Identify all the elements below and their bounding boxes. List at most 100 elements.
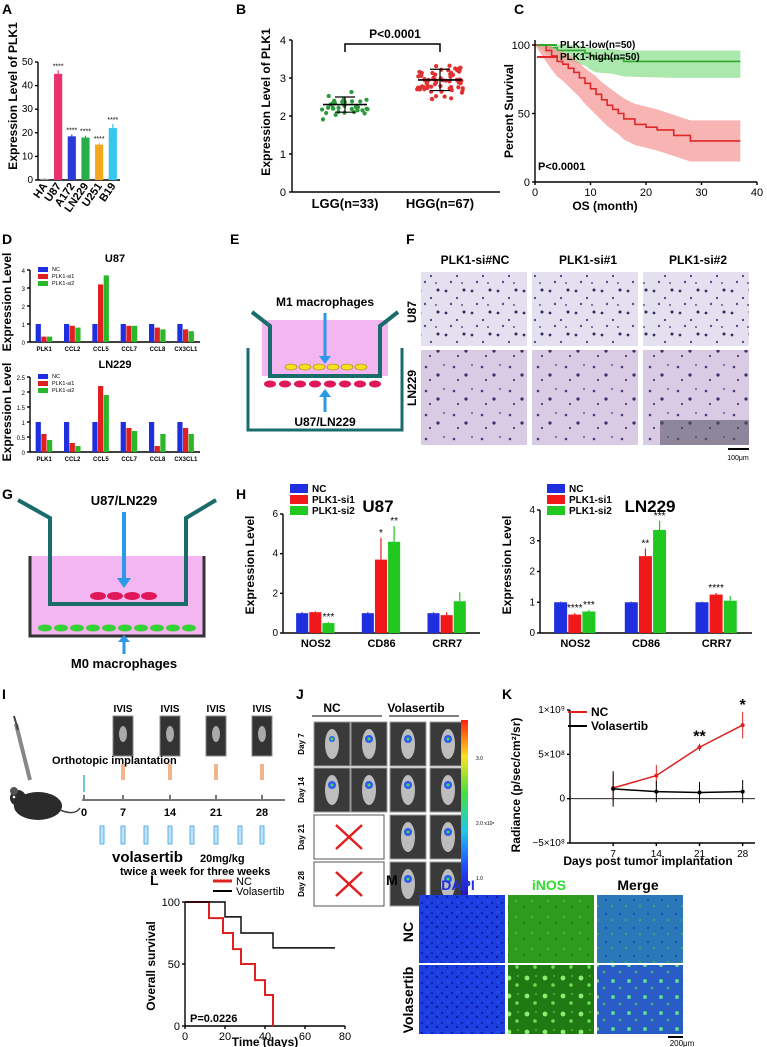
bar (160, 434, 166, 452)
ivis-signal-core (446, 737, 450, 741)
panel-f-row-1: U87 (405, 301, 419, 323)
survival-line (185, 901, 335, 949)
x-tick-label: CCL5 (93, 347, 109, 353)
data-point (365, 107, 370, 112)
data-point (433, 94, 439, 99)
ivis-signal-core (406, 783, 410, 787)
panel-e-top-label: M1 macrophages (276, 295, 374, 309)
bar (120, 324, 126, 342)
y-tick-label: 1 (22, 421, 26, 427)
panel-m-scale-label: 200μm (670, 1039, 695, 1047)
timeline-label: 0 (81, 807, 87, 819)
legend-swatch (547, 506, 565, 515)
panel-j-scale-tick-2: 2.0 x10⁸ (476, 821, 495, 827)
panel-f-micrograph-grid (421, 272, 749, 445)
legend-label: PLK1-si2 (52, 281, 74, 287)
bar (188, 331, 194, 342)
panel-letter-j: J (296, 686, 304, 702)
legend-label: PLK1-si1 (52, 381, 74, 387)
panel-c-legend-low: PLK1-low(n=50) (560, 40, 635, 51)
y-tick-label: 4 (22, 269, 26, 275)
x-tick-label: 21 (694, 849, 706, 860)
confidence-band (535, 45, 741, 162)
y-tick-label: 4 (272, 549, 278, 560)
panel-j-colorbar (461, 720, 468, 904)
ivis-mouse (401, 869, 415, 899)
bar (47, 336, 53, 342)
ivis-mouse (325, 729, 339, 759)
bar (92, 422, 98, 452)
bar (103, 395, 109, 452)
legend-swatch (290, 484, 308, 493)
y-tick-label: 1×10⁹ (538, 705, 565, 716)
row-label: Day 14 (297, 777, 306, 803)
data-point (353, 104, 359, 110)
x-tick-label: 10 (584, 187, 596, 199)
data-point (362, 111, 367, 116)
x-tick-label: 0 (182, 1031, 188, 1043)
panel-letter-i: I (2, 686, 6, 702)
x-tick-label: 28 (737, 849, 749, 860)
significance-label: **** (567, 603, 583, 614)
legend-swatch (38, 274, 48, 279)
panel-e-transwell-diagram (246, 310, 404, 432)
data-point (449, 96, 454, 101)
panel-i-schedule: twice a week for three weeks (120, 866, 270, 878)
data-point (448, 70, 454, 75)
legend-swatch (290, 506, 308, 515)
ivis-mouse (362, 775, 376, 805)
panel-l-xlabel: Time (days) (232, 1035, 298, 1047)
bar (624, 602, 638, 633)
x-tick-label: CX3CL1 (174, 347, 198, 353)
panel-h-u87-title: U87 (362, 497, 393, 516)
significance-label: *** (654, 511, 666, 522)
ivis-signal-core (330, 737, 334, 741)
legend-label: PLK1-si1 (52, 274, 74, 280)
syringe (237, 825, 243, 845)
bar (653, 529, 667, 633)
syringe (189, 825, 195, 845)
panel-i-start-label: Orthotopic implantation (52, 755, 177, 767)
panel-k-legend-nc: NC (591, 705, 609, 719)
y-tick-label: 10 (22, 151, 34, 162)
legend-swatch (290, 495, 308, 504)
series-line (613, 788, 743, 794)
syringe (120, 825, 126, 845)
panel-j-col-2: Volasertib (387, 701, 444, 715)
x-tick-label: 80 (339, 1031, 351, 1043)
panel-h-ln229-title: LN229 (624, 497, 675, 516)
significance-label: * (740, 697, 747, 714)
bar (35, 422, 41, 452)
bar (54, 73, 63, 180)
x-tick-label: CCL8 (150, 457, 166, 463)
y-tick-label: 1.5 (17, 406, 26, 412)
x-tick-label: 60 (299, 1031, 311, 1043)
legend-label: PLK1-si2 (52, 388, 74, 394)
panel-d-u87-ylabel: Expression Level (0, 253, 14, 352)
x-tick-label: CRR7 (702, 638, 732, 650)
legend-label: NC (52, 267, 60, 273)
y-tick-label: 2 (22, 305, 26, 311)
ivis-label: IVIS (207, 704, 226, 715)
bar (75, 327, 81, 342)
data-point (364, 97, 369, 102)
data-point (456, 66, 462, 71)
panel-d-ln229-ylabel: Expression Level (0, 363, 14, 462)
x-tick-label: CRR7 (432, 638, 462, 650)
panel-g-bottom-label: M0 macrophages (71, 656, 177, 671)
ivis-signal-core (406, 737, 410, 741)
bar (453, 601, 466, 633)
bar (361, 613, 374, 633)
y-tick-label: 100 (162, 897, 180, 909)
y-tick-label: 1 (22, 323, 26, 329)
timeline-label: 7 (120, 807, 126, 819)
syringe (143, 825, 149, 845)
bar (41, 434, 47, 452)
panel-j-ivis-grid: Day 7 Day 14 Day 21 Day 28 (297, 715, 467, 907)
bar (723, 600, 737, 633)
bar (98, 284, 104, 342)
y-tick-label: 4 (529, 505, 535, 516)
panel-l-ylabel: Overall survival (144, 921, 158, 1010)
